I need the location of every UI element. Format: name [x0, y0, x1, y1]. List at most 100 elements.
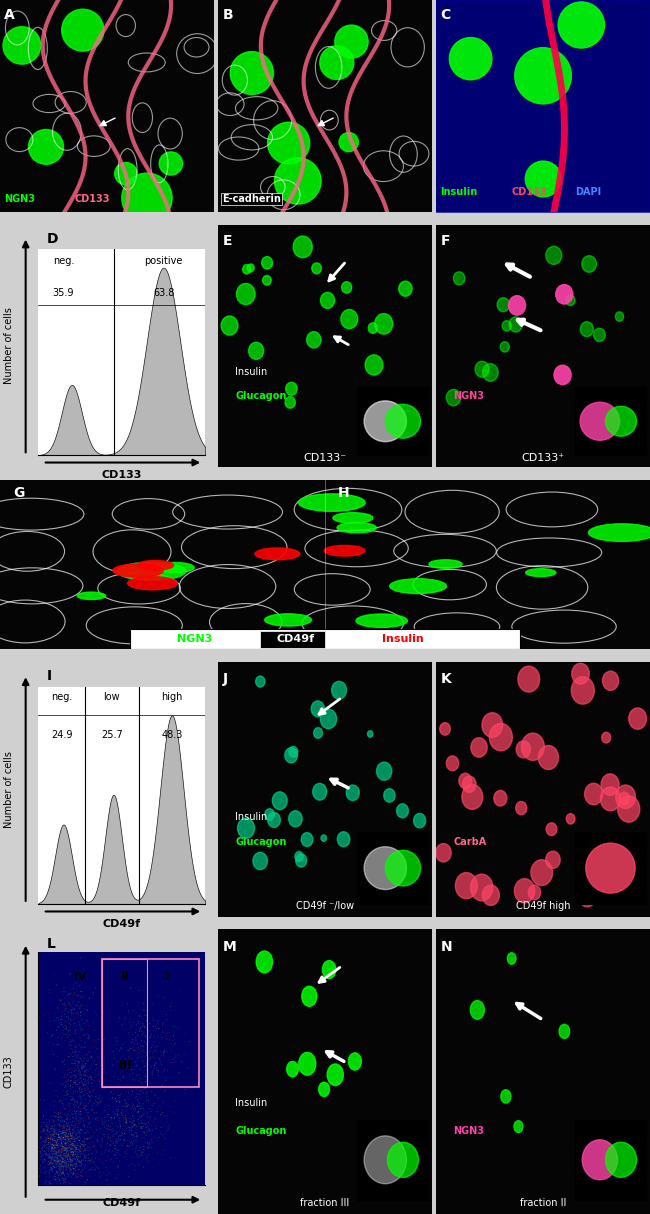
- Circle shape: [497, 297, 510, 312]
- Text: NGN3: NGN3: [453, 391, 484, 402]
- Text: CD133: CD133: [75, 194, 110, 204]
- Circle shape: [285, 748, 298, 762]
- Circle shape: [515, 47, 571, 104]
- Circle shape: [462, 784, 483, 810]
- Circle shape: [396, 804, 408, 818]
- Circle shape: [296, 853, 307, 867]
- Bar: [260, 631, 325, 648]
- Circle shape: [398, 282, 412, 296]
- Circle shape: [554, 365, 571, 385]
- Circle shape: [265, 809, 274, 821]
- Text: Glucagon: Glucagon: [235, 838, 287, 847]
- Text: N: N: [441, 940, 452, 954]
- Circle shape: [475, 362, 489, 378]
- Circle shape: [311, 700, 324, 716]
- Circle shape: [482, 713, 502, 737]
- Circle shape: [287, 1061, 298, 1077]
- Circle shape: [268, 123, 309, 164]
- Circle shape: [322, 960, 336, 978]
- Text: Insulin: Insulin: [441, 187, 478, 198]
- Circle shape: [618, 796, 640, 822]
- Circle shape: [263, 276, 271, 285]
- Circle shape: [237, 818, 255, 839]
- Circle shape: [346, 785, 359, 800]
- Circle shape: [374, 313, 393, 334]
- Text: Glucagon: Glucagon: [235, 1127, 287, 1136]
- Circle shape: [221, 316, 238, 335]
- Circle shape: [413, 813, 426, 828]
- Circle shape: [327, 1063, 343, 1085]
- Text: CD133: CD133: [511, 187, 547, 198]
- Circle shape: [500, 341, 510, 352]
- Circle shape: [508, 296, 526, 316]
- Circle shape: [531, 860, 552, 885]
- Circle shape: [321, 835, 326, 841]
- Circle shape: [341, 310, 358, 329]
- Circle shape: [247, 263, 254, 272]
- Circle shape: [616, 785, 636, 809]
- Circle shape: [255, 548, 300, 560]
- Text: fraction II: fraction II: [520, 1198, 566, 1208]
- Circle shape: [518, 666, 540, 692]
- Circle shape: [482, 885, 499, 906]
- Circle shape: [566, 813, 575, 824]
- Text: F: F: [441, 234, 450, 249]
- Circle shape: [268, 812, 280, 828]
- Text: H: H: [338, 487, 350, 500]
- Circle shape: [274, 158, 321, 204]
- Circle shape: [447, 390, 461, 405]
- Text: Insulin: Insulin: [235, 1097, 267, 1107]
- Circle shape: [516, 741, 530, 758]
- Text: NGN3: NGN3: [453, 1127, 484, 1136]
- Circle shape: [312, 263, 321, 274]
- Circle shape: [558, 2, 605, 49]
- Text: A: A: [5, 8, 15, 23]
- Circle shape: [619, 793, 629, 805]
- Circle shape: [77, 592, 105, 600]
- Circle shape: [462, 776, 476, 793]
- Circle shape: [619, 851, 638, 873]
- Circle shape: [370, 407, 385, 424]
- Circle shape: [298, 494, 365, 511]
- Text: G: G: [13, 487, 25, 500]
- Circle shape: [369, 323, 378, 334]
- Circle shape: [255, 676, 265, 687]
- Circle shape: [253, 852, 267, 869]
- Circle shape: [337, 522, 376, 533]
- Circle shape: [230, 52, 274, 95]
- Circle shape: [293, 236, 312, 257]
- Text: Number of cells: Number of cells: [3, 750, 14, 828]
- Circle shape: [122, 174, 172, 223]
- Circle shape: [333, 512, 373, 523]
- Circle shape: [494, 790, 507, 806]
- Circle shape: [335, 25, 368, 58]
- Text: J: J: [222, 671, 227, 686]
- Circle shape: [242, 265, 251, 274]
- Circle shape: [440, 722, 450, 736]
- Circle shape: [489, 724, 512, 750]
- Circle shape: [471, 1000, 484, 1020]
- Circle shape: [572, 663, 590, 685]
- Circle shape: [578, 886, 596, 907]
- Text: D: D: [47, 232, 58, 246]
- Circle shape: [337, 832, 350, 846]
- Circle shape: [3, 27, 41, 64]
- Circle shape: [117, 562, 186, 580]
- Circle shape: [525, 161, 562, 197]
- Circle shape: [348, 1053, 361, 1070]
- Circle shape: [261, 256, 272, 270]
- Circle shape: [471, 874, 493, 901]
- Circle shape: [289, 811, 302, 827]
- Text: CD49f: CD49f: [103, 1198, 141, 1208]
- Text: E: E: [222, 234, 232, 249]
- Text: CD133⁻: CD133⁻: [304, 453, 346, 463]
- Circle shape: [365, 354, 383, 375]
- Circle shape: [256, 951, 272, 972]
- Circle shape: [307, 331, 321, 348]
- Circle shape: [545, 851, 560, 868]
- Text: K: K: [441, 671, 451, 686]
- Circle shape: [390, 579, 447, 594]
- Circle shape: [320, 709, 337, 728]
- Text: L: L: [47, 937, 56, 952]
- Circle shape: [114, 163, 137, 185]
